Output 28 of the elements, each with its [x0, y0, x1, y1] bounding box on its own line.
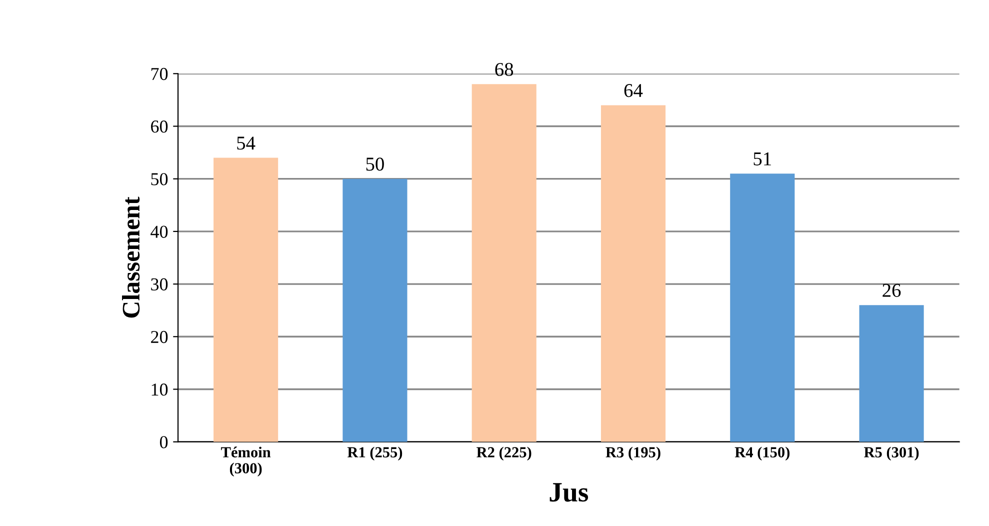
x-tick-label: Témoin (300)	[221, 446, 271, 477]
bar	[342, 178, 408, 442]
y-tick-label: 40	[150, 226, 168, 238]
bar	[730, 174, 795, 442]
y-axis-title: Classement	[122, 196, 140, 318]
data-label: 51	[754, 152, 771, 166]
x-tick-label: R4 (150)	[734, 446, 790, 461]
x-tick-label: R5 (301)	[864, 446, 919, 461]
x-axis-title: Jus	[550, 483, 588, 502]
x-tick-label: R3 (195)	[606, 446, 660, 461]
bar	[472, 84, 536, 442]
bar	[859, 305, 924, 442]
data-label: 54	[237, 136, 256, 150]
data-label: 26	[882, 284, 901, 297]
y-tick-label: 0	[160, 436, 168, 448]
y-tick-label: 60	[151, 120, 168, 133]
data-label: 64	[624, 84, 643, 98]
bar	[600, 105, 666, 442]
y-tick-label: 70	[151, 68, 168, 80]
x-tick-label: R1 (255)	[347, 446, 402, 461]
bar	[214, 158, 278, 442]
y-tick-label: 50	[151, 173, 168, 186]
y-tick-label: 10	[152, 383, 168, 396]
y-tick-label: 20	[151, 330, 168, 344]
data-label: 50	[366, 158, 384, 171]
x-tick-label: R2 (225)	[476, 446, 532, 461]
data-label: 68	[495, 62, 514, 76]
y-tick-label: 30	[151, 278, 168, 290]
